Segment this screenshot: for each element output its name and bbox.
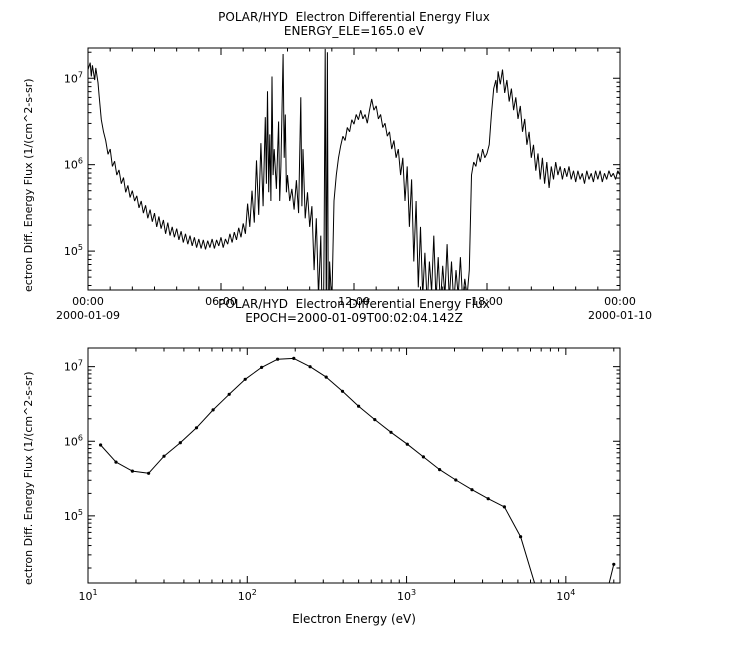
data-point-marker <box>470 488 474 492</box>
data-point-marker <box>454 478 458 482</box>
y-tick-label: 105 <box>64 508 83 523</box>
data-point-marker <box>276 357 280 361</box>
top-x-tick-label: 12:00 <box>338 295 370 308</box>
y-tick-label: 105 <box>64 243 83 258</box>
data-point-marker <box>99 443 103 447</box>
data-point-marker <box>308 365 312 369</box>
top-y-axis-label: ectron Diff. Energy Flux (1/(cm^2-s-sr) <box>22 78 35 292</box>
data-point-marker <box>162 454 166 458</box>
data-point-marker <box>194 426 199 430</box>
top-x-tick-date: 2000-01-10 <box>588 309 652 322</box>
top-chart-frame <box>87 47 621 291</box>
bottom-chart-subtitle: EPOCH=2000-01-09T00:02:04.142Z <box>245 311 463 325</box>
top-series <box>88 48 620 290</box>
data-point-marker <box>357 404 361 408</box>
top-x-tick-label: 00:00 <box>72 295 104 308</box>
y-tick-label: 106 <box>64 433 83 448</box>
data-point-marker <box>373 418 377 422</box>
data-point-marker <box>227 392 231 396</box>
data-point-marker <box>130 469 134 473</box>
data-point-marker <box>405 442 409 446</box>
top-series-line <box>88 48 620 290</box>
data-point-marker <box>340 389 345 393</box>
data-point-marker <box>147 471 151 475</box>
bottom-x-tick-label: 103 <box>397 588 416 603</box>
top-x-tick-label: 06:00 <box>205 295 237 308</box>
bottom-x-tick-label: 102 <box>238 588 257 603</box>
top-chart-subtitle: ENERGY_ELE=165.0 eV <box>283 24 425 38</box>
bottom-chart-title: POLAR/HYD Electron Differential Energy F… <box>218 297 490 311</box>
data-point-marker <box>178 441 182 445</box>
bottom-x-axis-label: Electron Energy (eV) <box>292 612 416 626</box>
top-x-tick-label: 18:00 <box>471 295 503 308</box>
y-tick-label: 107 <box>64 70 83 85</box>
bottom-chart-frame <box>87 347 621 584</box>
bottom-y-axis-label: ectron Diff. Energy Flux (1/(cm^2-s-sr) <box>22 371 35 585</box>
data-point-marker <box>421 455 425 459</box>
data-point-marker <box>260 365 264 369</box>
bottom-x-tick-label: 101 <box>78 588 97 603</box>
data-point-marker <box>114 460 118 464</box>
top-chart-title: POLAR/HYD Electron Differential Energy F… <box>218 10 490 24</box>
data-point-marker <box>519 535 523 539</box>
top-x-tick-date: 2000-01-09 <box>56 309 120 322</box>
data-point-marker <box>486 497 490 501</box>
y-tick-label: 107 <box>64 359 83 374</box>
data-point-marker <box>211 408 215 412</box>
data-point-marker <box>535 589 538 592</box>
bottom-series-line <box>100 357 615 583</box>
bottom-x-tick-label: 104 <box>556 588 575 603</box>
data-point-marker <box>502 505 506 509</box>
y-tick-label: 106 <box>64 157 83 172</box>
data-point-marker <box>324 375 328 379</box>
data-point-marker <box>612 562 616 566</box>
data-point-marker <box>389 430 393 434</box>
data-point-marker <box>243 377 247 381</box>
data-point-marker <box>603 600 606 603</box>
data-point-marker <box>292 356 296 360</box>
data-point-marker <box>438 468 442 472</box>
bottom-series <box>99 356 616 603</box>
top-x-tick-label: 00:00 <box>604 295 636 308</box>
